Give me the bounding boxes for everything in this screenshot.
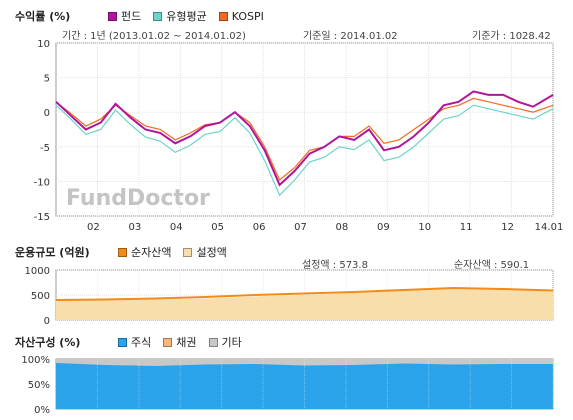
y-tick-label: -5 bbox=[40, 143, 50, 154]
returns-legend-swatch bbox=[218, 11, 228, 21]
base-price-label: 기준가 : 1028.42 bbox=[472, 31, 551, 42]
period-label: 기간 : 1년 (2013.01.02 ~ 2014.01.02) bbox=[62, 31, 246, 42]
x-tick-label: 03 bbox=[128, 222, 141, 233]
x-tick-label: 12 bbox=[501, 222, 514, 233]
series-line-순자산액 bbox=[55, 286, 554, 301]
setup-amount-label: 설정액 : 573.8 bbox=[302, 260, 368, 271]
series-line-유형평균 bbox=[55, 104, 554, 197]
y-tick-label: 0 bbox=[44, 316, 50, 327]
y-tick-label: 0% bbox=[34, 405, 50, 416]
x-tick-label: 04 bbox=[170, 222, 183, 233]
y-tick-label: 500 bbox=[31, 291, 50, 302]
returns-legend-label: 펀드 bbox=[121, 10, 142, 23]
series-line-펀드 bbox=[55, 90, 554, 187]
returns-legend-item: 펀드 bbox=[108, 8, 141, 24]
assets-legend: 주식 채권 기타 bbox=[118, 334, 254, 350]
assets-legend-item: 기타 bbox=[208, 334, 242, 350]
size-legend: 순자산액 설정액 bbox=[118, 244, 239, 260]
y-tick-label: -10 bbox=[34, 177, 50, 188]
x-tick-label: 05 bbox=[211, 222, 224, 233]
size-legend-swatch bbox=[118, 247, 127, 257]
x-tick-label: 09 bbox=[377, 222, 390, 233]
size-legend-label: 설정액 bbox=[196, 246, 227, 259]
y-tick-label: -15 bbox=[34, 212, 50, 223]
returns-legend-label: KOSPI bbox=[231, 9, 264, 23]
x-tick-label: 10 bbox=[418, 222, 431, 233]
assets-legend-label: 채권 bbox=[176, 336, 197, 349]
base-date-label: 기준일 : 2014.01.02 bbox=[303, 31, 398, 42]
series-area-주식 bbox=[56, 363, 553, 409]
size-title: 운용규모 (억원) bbox=[15, 246, 90, 259]
y-tick-label: 5 bbox=[44, 74, 50, 85]
size-legend-item: 순자산액 bbox=[118, 244, 171, 260]
size-legend-item: 설정액 bbox=[183, 244, 227, 260]
series-line-KOSPI bbox=[55, 97, 554, 181]
assets-title: 자산구성 (%) bbox=[15, 336, 81, 349]
returns-legend-item: KOSPI bbox=[218, 9, 264, 23]
assets-legend-label: 기타 bbox=[221, 336, 242, 349]
y-tick-label: 1000 bbox=[25, 266, 50, 277]
assets-legend-swatch bbox=[163, 337, 173, 347]
assets-legend-swatch bbox=[118, 337, 127, 347]
assets-legend-label: 주식 bbox=[131, 336, 152, 349]
size-legend-label: 순자산액 bbox=[131, 246, 172, 259]
y-tick-label: 10 bbox=[37, 39, 50, 50]
assets-legend-swatch bbox=[208, 337, 218, 347]
assets-legend-item: 채권 bbox=[163, 334, 197, 350]
returns-legend: 펀드 유형평균 KOSPI bbox=[108, 8, 276, 24]
assets-legend-item: 주식 bbox=[118, 334, 151, 350]
net-assets-label: 순자산액 : 590.1 bbox=[454, 260, 530, 271]
x-tick-label: 06 bbox=[253, 222, 266, 233]
y-tick-label: 100% bbox=[21, 355, 50, 366]
returns-legend-swatch bbox=[153, 11, 163, 21]
series-area-설정액 bbox=[56, 288, 553, 320]
returns-title: 수익률 (%) bbox=[15, 10, 71, 23]
x-tick-label: 14.01 bbox=[535, 222, 564, 233]
returns-legend-item: 유형평균 bbox=[153, 8, 207, 24]
x-tick-label: 11 bbox=[460, 222, 473, 233]
x-tick-label: 08 bbox=[336, 222, 349, 233]
returns-legend-swatch bbox=[108, 11, 117, 21]
x-tick-label: 02 bbox=[87, 222, 100, 233]
x-tick-label: 07 bbox=[294, 222, 307, 233]
returns-chart: 10 5 0 -5 -10 -15 02 03 04 05 06 07 08 09 10 11 12 14.01 bbox=[34, 39, 564, 233]
y-tick-label: 50% bbox=[28, 380, 50, 391]
returns-legend-label: 유형평균 bbox=[166, 10, 207, 23]
y-tick-label: 0 bbox=[44, 108, 50, 119]
watermark: FundDoctor bbox=[66, 186, 210, 211]
size-chart: 1000 500 0 bbox=[25, 266, 554, 327]
size-legend-swatch bbox=[183, 247, 193, 257]
